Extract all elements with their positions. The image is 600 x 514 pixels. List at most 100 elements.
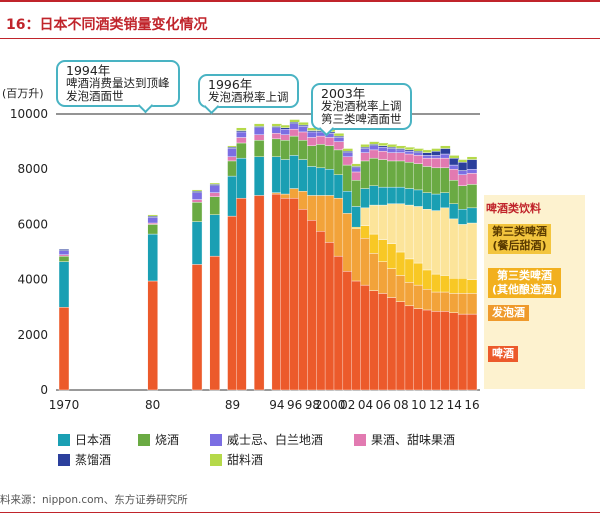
- x-tick-label: 94: [269, 398, 284, 412]
- bar-segment: [395, 186, 407, 204]
- legend-label-spirits: 蒸馏酒: [75, 453, 112, 467]
- bar-segment: [324, 137, 336, 146]
- bar-segment: [289, 128, 300, 137]
- bar-segment: [324, 168, 336, 196]
- callout-1994-year: 1994年: [66, 63, 111, 78]
- callout-2003: 2003年 发泡酒税率上调 第三类啤酒面世: [311, 83, 412, 137]
- bar-segment: [342, 164, 354, 192]
- bar-segment: [431, 148, 442, 152]
- bar-segment: [422, 209, 433, 271]
- bar-segment: [351, 206, 362, 228]
- bar-segment: [369, 204, 380, 235]
- bar-segment: [378, 159, 389, 188]
- bar-segment: [413, 155, 424, 164]
- bar-segment: [351, 226, 362, 229]
- bar-segment: [298, 131, 309, 141]
- bar-segment: [440, 192, 451, 209]
- bar-segment: [378, 145, 389, 148]
- bar-segment: [333, 133, 345, 137]
- callout-1996: 1996年 发泡酒税率上调: [198, 74, 299, 115]
- bar-segment: [298, 124, 309, 127]
- bar-segment: [440, 207, 451, 276]
- bar-segment: [191, 199, 203, 203]
- x-tick-label: 2000: [315, 398, 346, 412]
- bar-segment: [431, 291, 442, 312]
- bar-segment: [289, 188, 300, 199]
- bar-segment: [386, 268, 398, 298]
- bar-segment: [351, 180, 362, 207]
- bar-segment: [360, 146, 371, 149]
- bar-segment: [324, 242, 336, 391]
- bar-segment: [466, 168, 478, 174]
- y-tick-label: 10000: [10, 107, 48, 121]
- bar-segment: [147, 222, 158, 225]
- bar-segment: [449, 278, 460, 294]
- bar-segment: [457, 185, 469, 210]
- bar-segment: [457, 174, 469, 186]
- bar-segment: [466, 207, 478, 224]
- bar-segment: [307, 166, 318, 196]
- bar-segment: [413, 206, 424, 264]
- bar-segment: [457, 162, 469, 171]
- bar-segment: [386, 186, 398, 204]
- bar-segment: [440, 167, 451, 193]
- bar-segment: [404, 258, 416, 283]
- bar-segment: [307, 131, 318, 138]
- bar-segment: [351, 171, 362, 181]
- callout-1996-line1: 发泡酒税率上调: [208, 90, 289, 104]
- bar-segment: [369, 144, 380, 146]
- legend-label-sake: 日本酒: [75, 433, 112, 447]
- bar-segment: [404, 305, 416, 391]
- bar-segment: [271, 193, 283, 391]
- bar-segment: [298, 209, 309, 391]
- legend-swatch-mirin: [210, 454, 222, 466]
- bar-segment: [386, 152, 398, 162]
- bar-segment: [333, 141, 345, 151]
- x-tick-label: 89: [225, 398, 240, 412]
- callout-1994: 1994年 啤酒消费量达到顶峰 发泡酒面世: [56, 60, 180, 114]
- legend-item-fruit: 果酒、甜味果酒: [354, 431, 455, 448]
- bar-segment: [395, 145, 407, 149]
- bar-segment: [457, 293, 469, 315]
- bar-segment: [316, 135, 327, 145]
- bar-segment: [404, 146, 416, 151]
- bar-segment: [307, 130, 318, 133]
- bar-segment: [333, 149, 345, 175]
- bar-segment: [386, 297, 398, 391]
- x-tick-label: 96: [287, 398, 302, 412]
- bar-segment: [360, 148, 371, 153]
- bar-segment: [466, 279, 478, 294]
- bar-segment: [422, 166, 433, 193]
- bar-segment: [449, 157, 460, 166]
- bar-segment: [449, 155, 460, 159]
- bar-segment: [431, 273, 442, 293]
- legend-swatch-spirits: [58, 454, 70, 466]
- bar-segment: [58, 261, 70, 308]
- bar-segment: [236, 130, 247, 133]
- beer-beverage-heading: 啤酒类饮料: [486, 202, 541, 215]
- x-tick-label: 1970: [49, 398, 80, 412]
- bar-segment: [191, 192, 203, 200]
- bar-segment: [360, 160, 371, 189]
- bar-segment: [395, 301, 407, 391]
- bar-segment: [449, 218, 460, 279]
- bar-segment: [236, 127, 247, 131]
- bar-segment: [191, 264, 203, 391]
- bar-segment: [422, 309, 433, 391]
- bar-segment: [360, 144, 371, 148]
- y-tick-label: 2000: [17, 328, 48, 342]
- bar-segment: [386, 148, 398, 153]
- bar-segment: [395, 251, 407, 276]
- label-third-beer-dessert: 第三类啤酒 (餐后甜酒): [488, 224, 551, 254]
- bar-segment: [413, 189, 424, 207]
- bar-segment: [58, 250, 70, 255]
- x-tick-label: 04: [358, 398, 373, 412]
- bar-segment: [413, 163, 424, 191]
- legend-item-spirits: 蒸馏酒: [58, 451, 111, 468]
- bar-segment: [236, 137, 247, 144]
- bar-segment: [289, 123, 300, 130]
- bar-segment: [316, 195, 327, 232]
- bar-segment: [369, 233, 380, 254]
- bar-segment: [191, 189, 203, 192]
- bar-segment: [280, 124, 291, 129]
